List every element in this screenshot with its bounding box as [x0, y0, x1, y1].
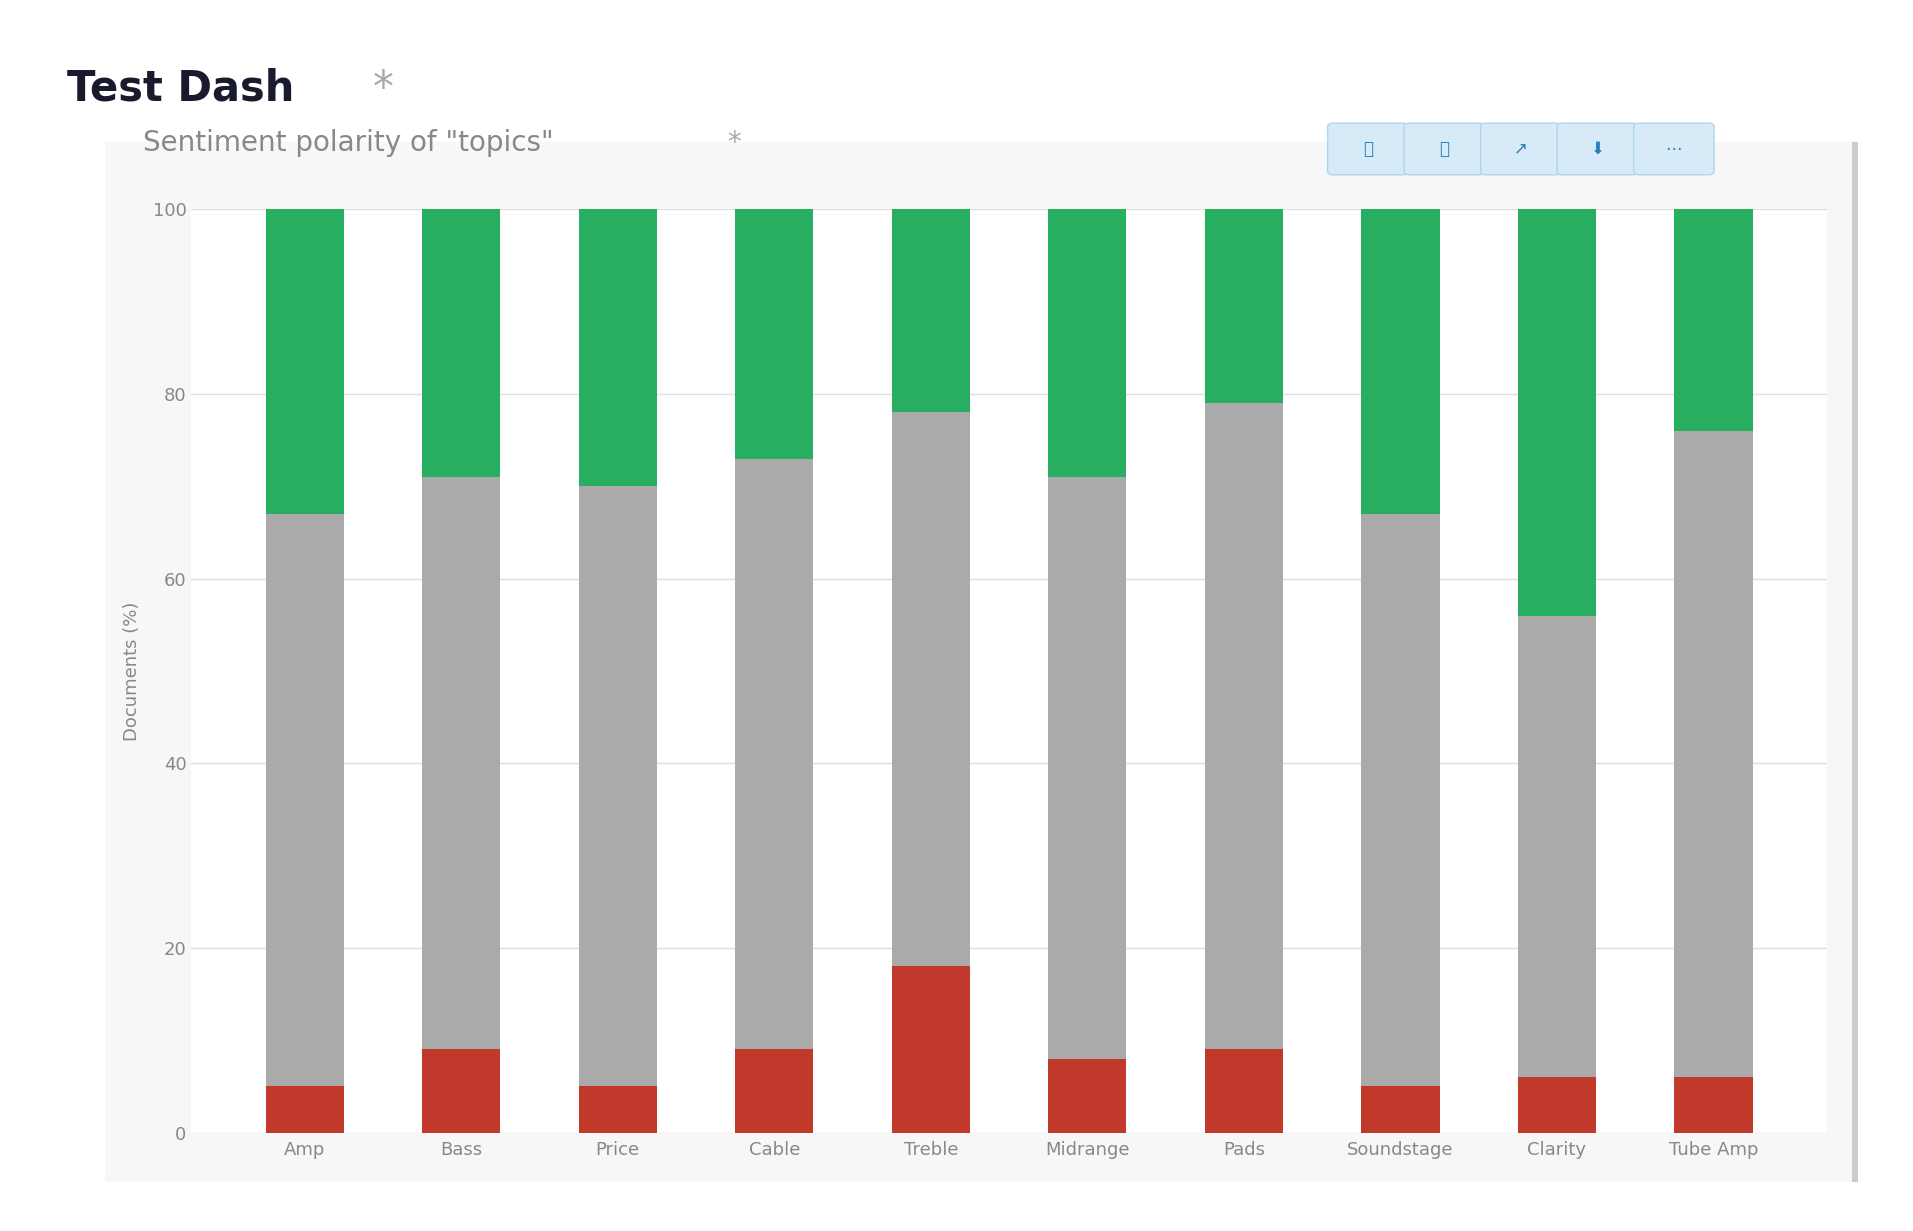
Bar	[580, 486, 656, 1086]
Bar	[735, 1049, 813, 1133]
Bar	[891, 412, 970, 966]
Bar	[1205, 1049, 1284, 1133]
Bar	[1674, 1077, 1752, 1133]
Bar	[1674, 431, 1752, 1077]
Bar	[1205, 404, 1284, 1049]
Text: *: *	[727, 129, 740, 158]
Bar	[266, 1086, 344, 1133]
Text: ⬇: ⬇	[1590, 140, 1605, 158]
Y-axis label: Documents (%): Documents (%)	[124, 601, 142, 741]
Bar	[735, 459, 813, 1049]
Bar	[580, 209, 656, 486]
Text: ↗: ↗	[1513, 140, 1528, 158]
Text: Sentiment polarity of "topics": Sentiment polarity of "topics"	[143, 129, 562, 158]
Bar	[1674, 209, 1752, 431]
Bar	[1362, 209, 1440, 515]
Bar	[891, 209, 970, 412]
Bar	[1517, 209, 1595, 616]
Bar	[423, 1049, 501, 1133]
Bar	[1048, 209, 1127, 476]
Bar	[1517, 1077, 1595, 1133]
Bar	[423, 209, 501, 476]
Text: 🔓: 🔓	[1362, 140, 1374, 158]
Bar	[423, 478, 501, 1049]
Bar	[735, 209, 813, 459]
Text: *: *	[373, 68, 394, 110]
Text: Test Dash: Test Dash	[67, 68, 308, 110]
Bar	[1362, 1086, 1440, 1133]
Bar	[266, 209, 344, 515]
Bar	[1205, 209, 1284, 404]
Bar	[1517, 616, 1595, 1077]
Bar	[1048, 1059, 1127, 1133]
Bar	[266, 515, 344, 1086]
Text: ⋯: ⋯	[1666, 140, 1682, 158]
Bar	[891, 966, 970, 1133]
Bar	[580, 1086, 656, 1133]
Bar	[1048, 476, 1127, 1059]
Bar	[1362, 515, 1440, 1086]
Text: ⤢: ⤢	[1439, 140, 1450, 158]
